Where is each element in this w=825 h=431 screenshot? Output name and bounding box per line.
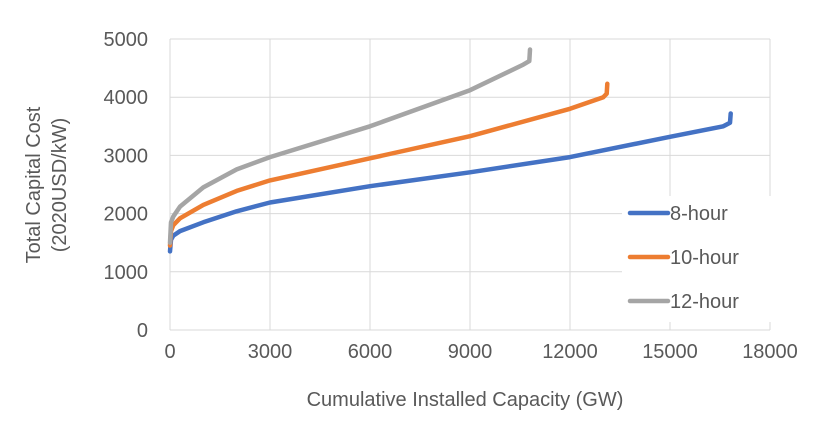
series-line-10-hour (167, 81, 610, 248)
x-tick-label: 9000 (448, 341, 493, 363)
y-tick-label: 5000 (104, 29, 149, 51)
y-tick-label: 0 (137, 320, 148, 342)
y-axis-label-line1: Total Capital Cost (23, 106, 45, 263)
series-lines (167, 47, 733, 254)
x-tick-label: 12000 (542, 341, 598, 363)
y-tick-label: 2000 (104, 204, 149, 226)
x-tick-label: 0 (164, 341, 175, 363)
legend: 8-hour 10-hour 12-hour (622, 196, 772, 322)
x-tick-label: 3000 (248, 341, 293, 363)
series-line-8-hour (167, 111, 733, 254)
y-tick-label: 4000 (104, 87, 149, 109)
y-tick-label: 1000 (104, 262, 149, 284)
y-axis-label-line2: (2020USD/kW) (49, 118, 71, 252)
y-tick-label: 3000 (104, 145, 149, 167)
x-tick-label: 15000 (642, 341, 698, 363)
series-line-12-hour (167, 47, 533, 245)
legend-label: 10-hour (670, 247, 739, 269)
x-tick-label: 18000 (742, 341, 798, 363)
tick-labels: 0 1000 2000 3000 4000 5000 0 3000 6000 9000 12000 1… (104, 29, 798, 363)
legend-label: 8-hour (670, 203, 728, 225)
legend-label: 12-hour (670, 291, 739, 313)
x-axis-label: Cumulative Installed Capacity (GW) (307, 389, 624, 411)
x-tick-label: 6000 (348, 341, 393, 363)
